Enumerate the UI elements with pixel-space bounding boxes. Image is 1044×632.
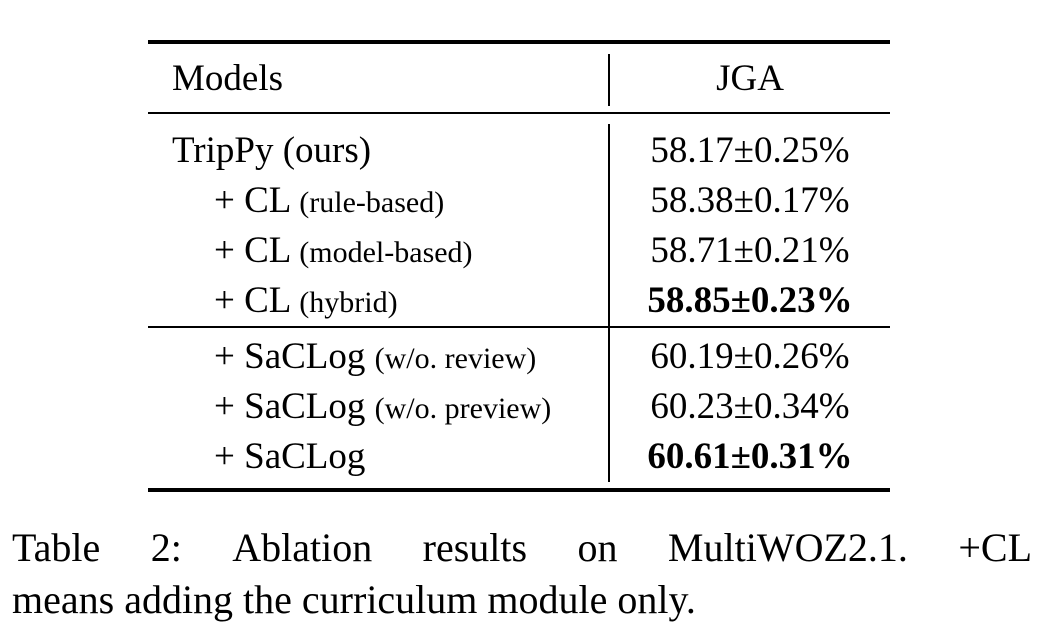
caption-word: MultiWOZ2.1. bbox=[667, 525, 908, 570]
table-row-model: + SaCLog (w/o. review) bbox=[214, 338, 536, 375]
body-column-divider bbox=[608, 124, 610, 482]
caption-word: on bbox=[577, 525, 618, 570]
table-row-jga-best: 60.61±0.31% bbox=[647, 436, 853, 477]
caption-word: results bbox=[422, 525, 528, 570]
caption-line-2: means adding the curriculum module only. bbox=[12, 577, 696, 622]
model-name: + SaCLog bbox=[214, 386, 366, 427]
table-row-jga: 60.19±0.26% bbox=[650, 336, 850, 377]
header-jga: JGA bbox=[716, 58, 784, 99]
model-name: + CL bbox=[214, 230, 291, 271]
header-models: Models bbox=[172, 58, 283, 99]
table-row-model: + SaCLog bbox=[214, 438, 365, 475]
caption-word: 2: bbox=[150, 525, 182, 570]
table-row-model: + CL (hybrid) bbox=[214, 282, 398, 319]
caption-word: Table bbox=[12, 525, 101, 570]
model-name: + CL bbox=[214, 180, 291, 221]
caption-line-1: Table 2: Ablation results on MultiWOZ2.1… bbox=[12, 522, 1032, 574]
bottom-rule bbox=[148, 488, 890, 492]
caption-word: Ablation bbox=[232, 525, 373, 570]
table-row-jga: 60.23±0.34% bbox=[650, 386, 850, 427]
top-rule bbox=[148, 40, 890, 44]
table-caption: Table 2: Ablation results on MultiWOZ2.1… bbox=[12, 522, 1032, 626]
table-row-jga: 58.17±0.25% bbox=[650, 130, 850, 171]
model-note: (rule-based) bbox=[299, 186, 445, 219]
header-column-divider bbox=[608, 54, 610, 106]
model-note: (w/o. preview) bbox=[374, 392, 552, 425]
table-row-jga-best: 58.85±0.23% bbox=[647, 280, 853, 321]
header-rule bbox=[148, 112, 890, 114]
model-name: + SaCLog bbox=[214, 436, 366, 477]
model-note: (model-based) bbox=[299, 236, 473, 269]
table-row-jga: 58.71±0.21% bbox=[650, 230, 850, 271]
caption-word: +CL bbox=[958, 525, 1032, 570]
model-note: (w/o. review) bbox=[374, 342, 537, 375]
table-row-model: + SaCLog (w/o. preview) bbox=[214, 388, 551, 425]
model-name: + CL bbox=[214, 280, 291, 321]
table-row-model: + CL (rule-based) bbox=[214, 182, 444, 219]
table-row-model: + CL (model-based) bbox=[214, 232, 473, 269]
table-row-model: TripPy (ours) bbox=[172, 132, 371, 169]
model-name: TripPy (ours) bbox=[172, 130, 372, 171]
model-note: (hybrid) bbox=[299, 286, 398, 319]
group-rule bbox=[148, 326, 890, 328]
table-row-jga: 58.38±0.17% bbox=[650, 180, 850, 221]
model-name: + SaCLog bbox=[214, 336, 366, 377]
